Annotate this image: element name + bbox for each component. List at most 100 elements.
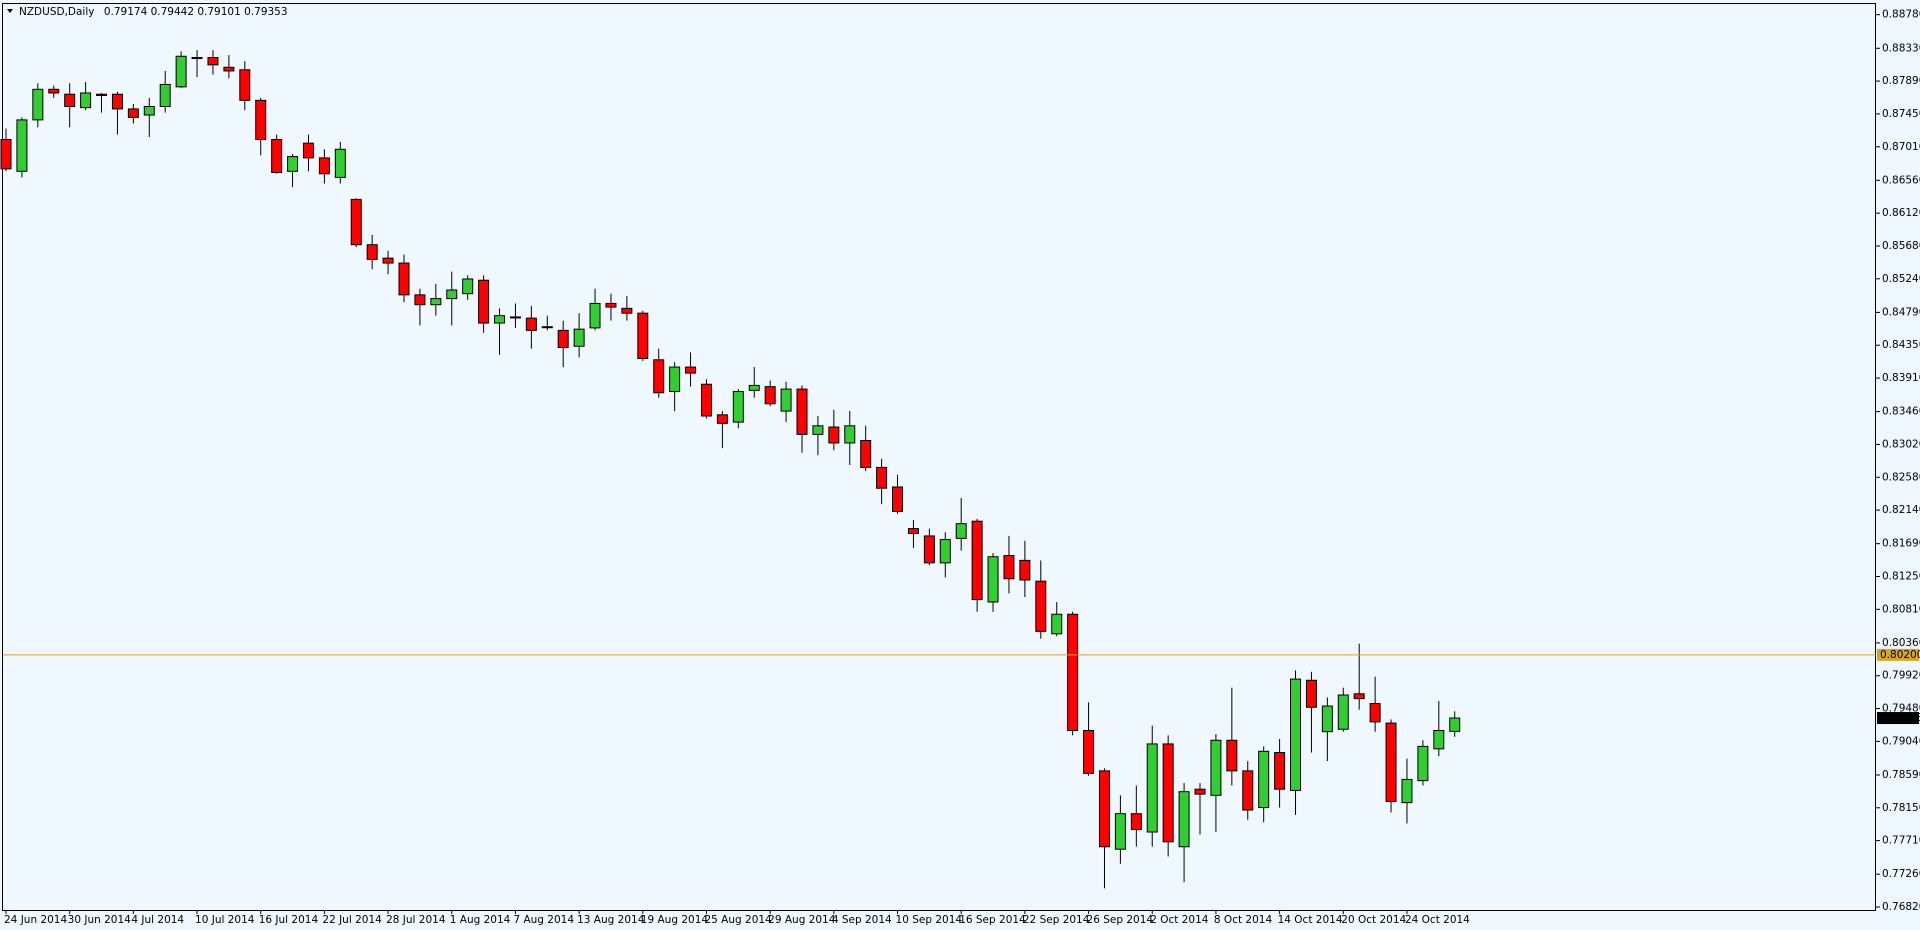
last-price-label: 0.79353 [1880, 712, 1920, 724]
candle-body [844, 425, 856, 444]
candle-body [478, 279, 490, 324]
candle-body [287, 156, 299, 172]
candle-body [1449, 717, 1461, 732]
x-tick-label: 26 Sep 2014 [1087, 914, 1154, 926]
candle-body [350, 198, 362, 246]
candle-body [1162, 743, 1174, 843]
candle-body [159, 83, 171, 107]
candle-body [573, 328, 585, 347]
x-tick-label: 4 Jul 2014 [131, 914, 184, 926]
candle-body [366, 244, 378, 260]
candle-body [462, 278, 474, 295]
candle-body [1051, 613, 1063, 635]
candle-body [764, 386, 776, 405]
candle-body [987, 556, 999, 603]
candle-body [143, 105, 155, 116]
candles [0, 50, 1461, 889]
candle-body [398, 262, 410, 296]
candle-body [541, 326, 553, 329]
candle-body [1433, 729, 1445, 750]
candle-body [525, 317, 537, 331]
candle-body [923, 535, 935, 564]
candle-body [621, 307, 633, 314]
candle-body [1242, 770, 1254, 811]
candle-body [16, 119, 28, 172]
candle-body [780, 388, 792, 412]
candle-body [223, 66, 235, 72]
candle-body [1258, 750, 1270, 809]
x-tick-label: 4 Sep 2014 [832, 914, 892, 926]
candle-body [334, 148, 346, 178]
candle-body [796, 388, 808, 435]
candle-body [732, 391, 744, 423]
x-tick-label: 25 Aug 2014 [704, 914, 772, 926]
open-value: 0.79174 [104, 6, 148, 18]
x-tick-label: 28 Jul 2014 [386, 914, 446, 926]
low-value: 0.79101 [197, 6, 240, 18]
candle-body [1098, 770, 1110, 848]
candle-body [430, 298, 442, 306]
candle-body [637, 312, 649, 359]
candle-body [1130, 813, 1142, 831]
candle-body [175, 55, 187, 88]
candle-body [892, 486, 904, 512]
x-tick-label: 30 Jun 2014 [68, 914, 131, 926]
y-tick-label: 0.76820 [1882, 901, 1920, 913]
candle-body [1178, 791, 1190, 848]
chart-header: NZDUSD,Daily 0.79174 0.79442 0.79101 0.7… [19, 6, 288, 18]
candle-body [127, 108, 139, 118]
high-value: 0.79442 [151, 6, 194, 18]
x-tick-label: 10 Sep 2014 [896, 914, 963, 926]
candle-body [1035, 580, 1047, 632]
candle-body [605, 302, 617, 308]
candle-body [1417, 745, 1429, 782]
x-tick-label: 1 Aug 2014 [450, 914, 511, 926]
x-tick-label: 16 Sep 2014 [959, 914, 1026, 926]
candle-body [111, 93, 123, 110]
candle-body [876, 466, 888, 489]
candle-body [955, 523, 967, 539]
candle-body [1321, 705, 1333, 733]
candle-body [1305, 679, 1317, 708]
candle-body [1290, 678, 1302, 791]
x-tick-label: 22 Jul 2014 [322, 914, 382, 926]
last-price-box [1877, 712, 1919, 725]
candle-body [318, 157, 330, 175]
candle-body [716, 414, 728, 424]
x-tick-label: 14 Oct 2014 [1278, 914, 1343, 926]
candle-body [748, 384, 760, 391]
candle-body [0, 139, 12, 170]
candle-body [255, 99, 267, 141]
candle-body [191, 57, 203, 60]
candle-body [494, 315, 506, 324]
x-tick-label: 16 Jul 2014 [259, 914, 319, 926]
candle-body [812, 425, 824, 435]
x-tick-label: 7 Aug 2014 [513, 914, 574, 926]
candle-body [64, 93, 76, 107]
x-tick-label: 19 Aug 2014 [641, 914, 709, 926]
candle-body [32, 88, 44, 121]
x-tick-label: 8 Oct 2014 [1214, 914, 1273, 926]
candle-body [557, 329, 569, 349]
candle-body [80, 92, 92, 109]
menu-arrow [7, 9, 13, 13]
candle-body [239, 69, 251, 101]
candle-body [1385, 722, 1397, 802]
